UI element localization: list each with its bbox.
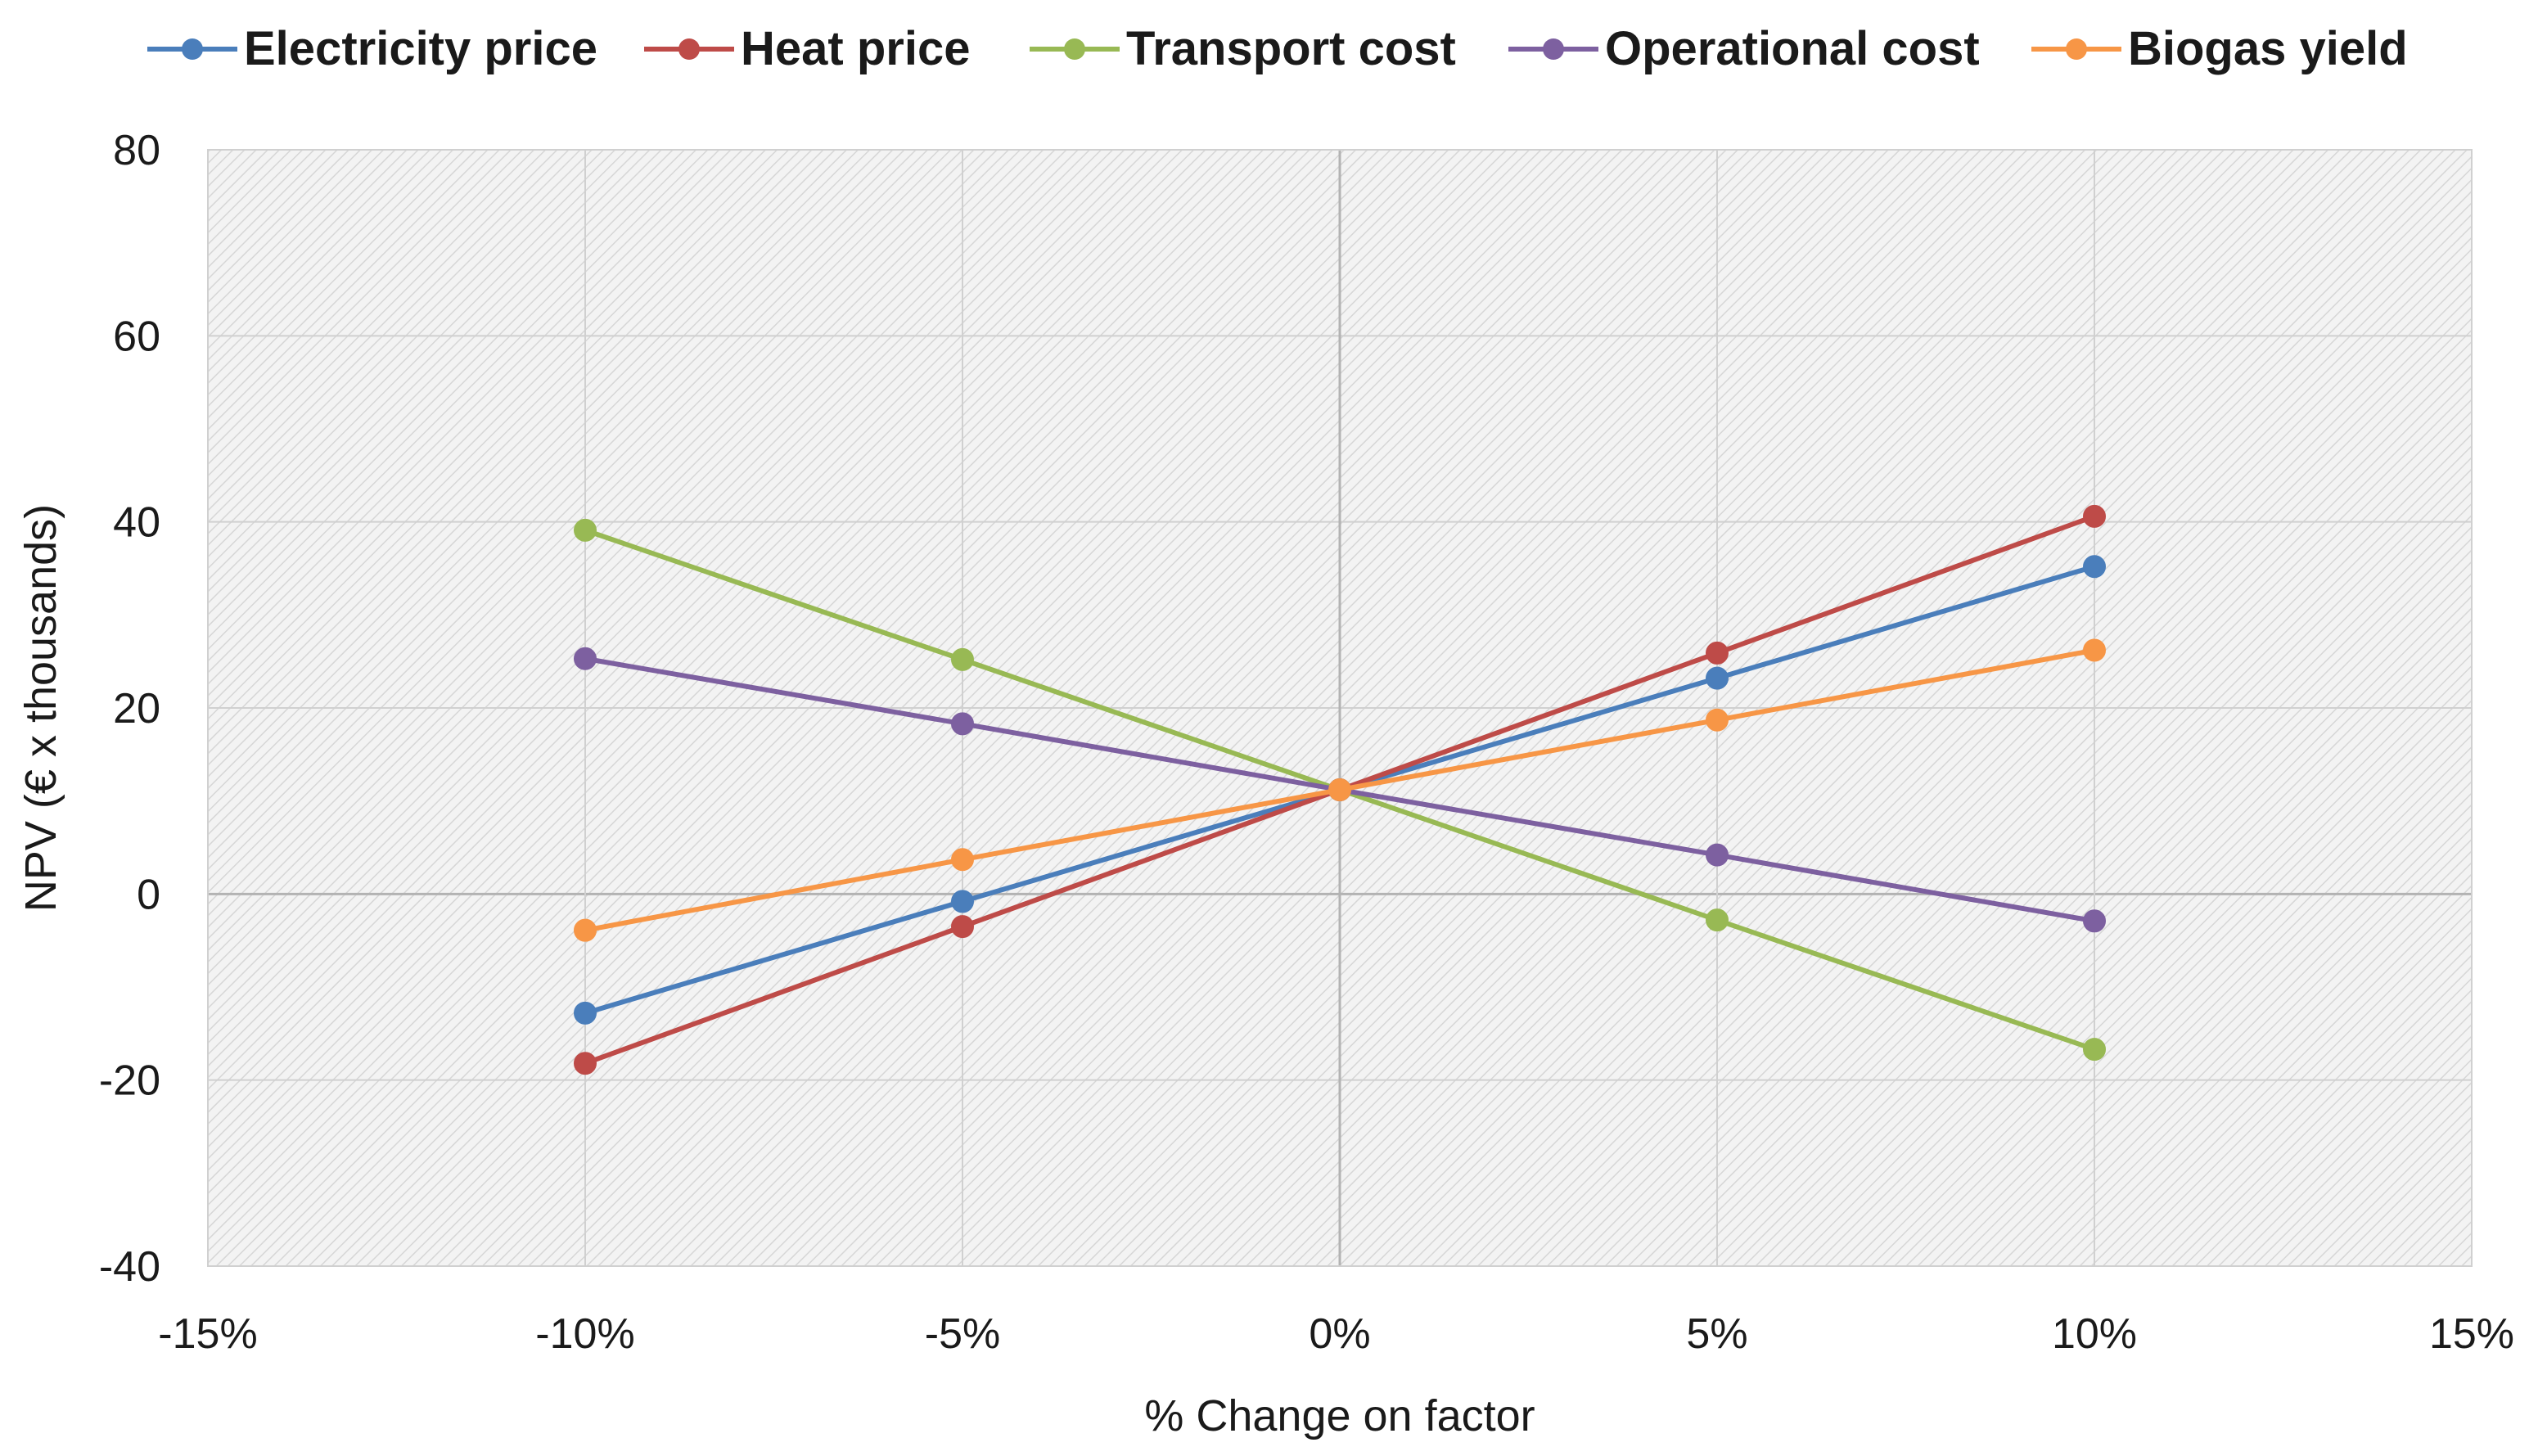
x-axis-title: % Change on factor xyxy=(1144,1391,1535,1440)
data-point xyxy=(2083,909,2106,933)
series-group xyxy=(574,504,2106,1075)
data-point xyxy=(1706,843,1729,867)
legend: Electricity price Heat price Transport cos… xyxy=(147,22,2408,75)
x-tick-label: 5% xyxy=(1686,1310,1747,1358)
data-point xyxy=(574,1052,597,1075)
legend-label: Operational cost xyxy=(1605,22,1980,75)
data-point xyxy=(951,915,974,939)
data-point xyxy=(574,918,597,942)
x-tick-label: 10% xyxy=(2052,1310,2137,1358)
y-tick-label: 60 xyxy=(113,313,160,360)
legend-item: Transport cost xyxy=(1030,22,1456,75)
data-point xyxy=(1328,778,1351,802)
x-tick-label: -10% xyxy=(535,1310,634,1358)
y-tick-label: 0 xyxy=(137,871,160,918)
data-point xyxy=(574,647,597,670)
tick-labels: -40 -20 0 20 40 60 80 -15% -10% -5% 0% 5% 10% 15% xyxy=(99,127,2514,1358)
data-point xyxy=(1706,908,1729,932)
data-point xyxy=(2083,638,2106,662)
data-point xyxy=(1706,666,1729,690)
data-point xyxy=(951,647,974,671)
data-point xyxy=(2083,1038,2106,1062)
data-point xyxy=(2083,555,2106,579)
y-tick-label: -40 xyxy=(99,1243,160,1291)
series-biogas-yield xyxy=(574,638,2106,942)
legend-item: Electricity price xyxy=(147,22,597,75)
legend-marker-swatch xyxy=(182,38,203,60)
legend-label: Heat price xyxy=(741,22,970,75)
data-point xyxy=(574,1001,597,1025)
y-tick-label: 80 xyxy=(113,127,160,174)
y-tick-label: 20 xyxy=(113,685,160,733)
legend-item: Operational cost xyxy=(1508,22,1980,75)
y-axis-title: NPV (€ x thousands) xyxy=(16,504,65,912)
x-tick-label: 15% xyxy=(2429,1310,2514,1358)
x-tick-label: -15% xyxy=(158,1310,257,1358)
legend-item: Heat price xyxy=(644,22,970,75)
x-tick-label: -5% xyxy=(925,1310,1000,1358)
axes xyxy=(207,149,2473,1267)
legend-label: Transport cost xyxy=(1126,22,1456,75)
data-point xyxy=(951,890,974,913)
plot-border xyxy=(207,149,2473,1267)
x-tick-label: 0% xyxy=(1309,1310,1370,1358)
legend-marker-swatch xyxy=(1543,38,1564,60)
y-tick-label: -20 xyxy=(99,1057,160,1105)
y-tick-label: 40 xyxy=(113,499,160,547)
data-point xyxy=(1706,708,1729,732)
legend-marker-swatch xyxy=(1064,38,1085,60)
legend-marker-swatch xyxy=(2066,38,2087,60)
legend-marker-swatch xyxy=(678,38,700,60)
legend-item: Biogas yield xyxy=(2031,22,2408,75)
legend-label: Electricity price xyxy=(244,22,597,75)
legend-label: Biogas yield xyxy=(2128,22,2408,75)
data-point xyxy=(574,518,597,542)
data-point xyxy=(2083,504,2106,528)
data-point xyxy=(1706,641,1729,665)
data-point xyxy=(951,848,974,872)
data-point xyxy=(951,712,974,736)
